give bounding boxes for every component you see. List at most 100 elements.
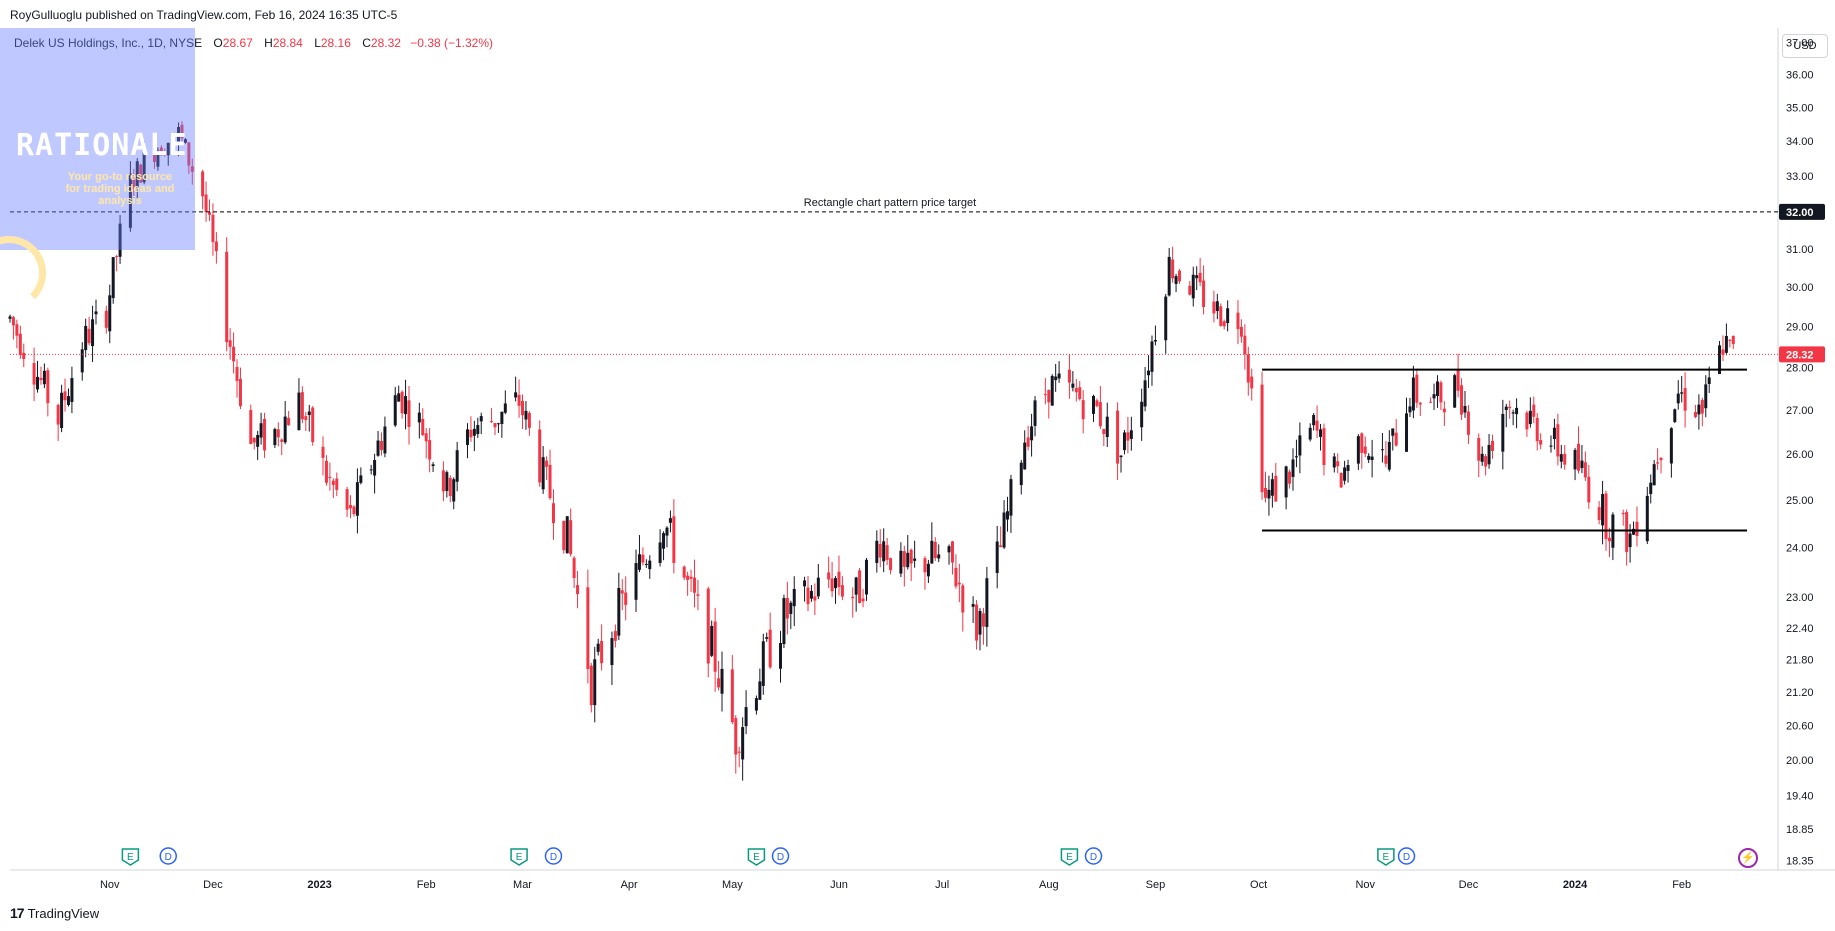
candle-body[interactable] [1504,406,1508,410]
candle-body[interactable] [1270,479,1274,496]
candle-body[interactable] [1246,354,1250,383]
candle-body[interactable] [36,376,40,390]
candle-body[interactable] [1480,453,1484,462]
candle-body[interactable] [1067,369,1071,383]
candle-body[interactable] [596,643,600,652]
candle-body[interactable] [1649,482,1653,495]
candle-body[interactable] [1195,275,1199,279]
candle-body[interactable] [273,429,277,446]
candle-body[interactable] [930,540,934,564]
candle-body[interactable] [1057,373,1061,379]
candle-body[interactable] [1573,449,1577,470]
candle-body[interactable] [321,446,325,458]
dividend-marker[interactable] [771,847,790,865]
candle-body[interactable] [995,541,999,573]
candle-body[interactable] [837,571,841,587]
candle-body[interactable] [424,433,428,442]
candle-body[interactable] [1697,404,1701,415]
candle-body[interactable] [252,437,256,443]
candle-body[interactable] [1215,301,1219,312]
candle-body[interactable] [1621,512,1625,515]
candle-body[interactable] [665,527,669,536]
candle-body[interactable] [115,256,119,258]
candle-body[interactable] [1119,455,1123,458]
candle-body[interactable] [355,482,359,516]
candle-body[interactable] [232,346,236,362]
candle-body[interactable] [1491,440,1495,451]
candle-body[interactable] [421,418,425,435]
candle-body[interactable] [1116,410,1120,464]
candle-body[interactable] [1074,388,1078,393]
candle-body[interactable] [1556,424,1560,457]
candle-body[interactable] [417,412,421,423]
candle-body[interactable] [889,558,893,571]
candle-body[interactable] [328,476,332,478]
candle-body[interactable] [913,558,917,561]
candle-body[interactable] [950,541,954,563]
candle-body[interactable] [730,669,734,723]
candle-body[interactable] [1508,406,1512,409]
currency-selector[interactable]: USD [1782,34,1828,58]
candle-body[interactable] [758,681,762,700]
candle-body[interactable] [813,596,817,601]
candle-body[interactable] [118,223,122,257]
candle-body[interactable] [1680,392,1684,394]
candle-body[interactable] [909,549,913,564]
candle-body[interactable] [789,602,793,614]
candle-body[interactable] [840,585,844,597]
candle-body[interactable] [541,457,545,490]
candle-body[interactable] [538,429,542,483]
candle-body[interactable] [1704,384,1708,409]
candle-body[interactable] [1312,414,1316,426]
dividend-marker[interactable] [544,847,563,865]
candle-body[interactable] [1030,426,1034,441]
candle-body[interactable] [1243,335,1247,355]
candle-body[interactable] [1583,462,1587,478]
candle-body[interactable] [297,392,301,431]
candle-body[interactable] [1645,495,1649,542]
candle-body[interactable] [648,560,652,570]
candle-body[interactable] [1367,455,1371,460]
candle-body[interactable] [428,440,432,460]
candle-body[interactable] [1563,453,1567,465]
candle-body[interactable] [741,727,745,760]
candle-body[interactable] [1576,443,1580,471]
candle-body[interactable] [1597,507,1601,520]
candle-body[interactable] [1659,457,1663,461]
candle-body[interactable] [999,545,1003,547]
candle-body[interactable] [682,566,686,578]
candle-body[interactable] [1587,476,1591,503]
candle-body[interactable] [971,603,975,607]
candle-body[interactable] [782,598,786,645]
candle-body[interactable] [617,587,621,636]
candle-body[interactable] [376,440,380,456]
candle-body[interactable] [1174,276,1178,284]
candle-body[interactable] [1477,438,1481,461]
candle-body[interactable] [548,464,552,499]
candle-body[interactable] [1095,400,1099,407]
candle-body[interactable] [183,139,187,143]
candle-body[interactable] [686,575,690,580]
candle-body[interactable] [1009,479,1013,516]
candle-body[interactable] [1336,461,1340,467]
candle-body[interactable] [1632,528,1636,535]
candle-body[interactable] [1539,440,1543,445]
candle-body[interactable] [465,429,469,445]
candle-body[interactable] [565,516,569,554]
candle-body[interactable] [304,416,308,421]
candle-body[interactable] [634,563,638,600]
candle-body[interactable] [1360,433,1364,453]
candle-body[interactable] [933,542,937,559]
candle-body[interactable] [373,460,377,476]
candle-body[interactable] [1284,466,1288,498]
candle-body[interactable] [1346,465,1350,471]
candle-body[interactable] [517,394,521,406]
candle-body[interactable] [816,577,820,597]
candle-body[interactable] [785,597,789,619]
candle-body[interactable] [1129,430,1133,439]
candle-body[interactable] [644,563,648,565]
candle-body[interactable] [878,543,882,558]
candle-body[interactable] [572,557,576,579]
dividend-marker[interactable] [1084,847,1103,865]
candle-body[interactable] [761,641,765,686]
